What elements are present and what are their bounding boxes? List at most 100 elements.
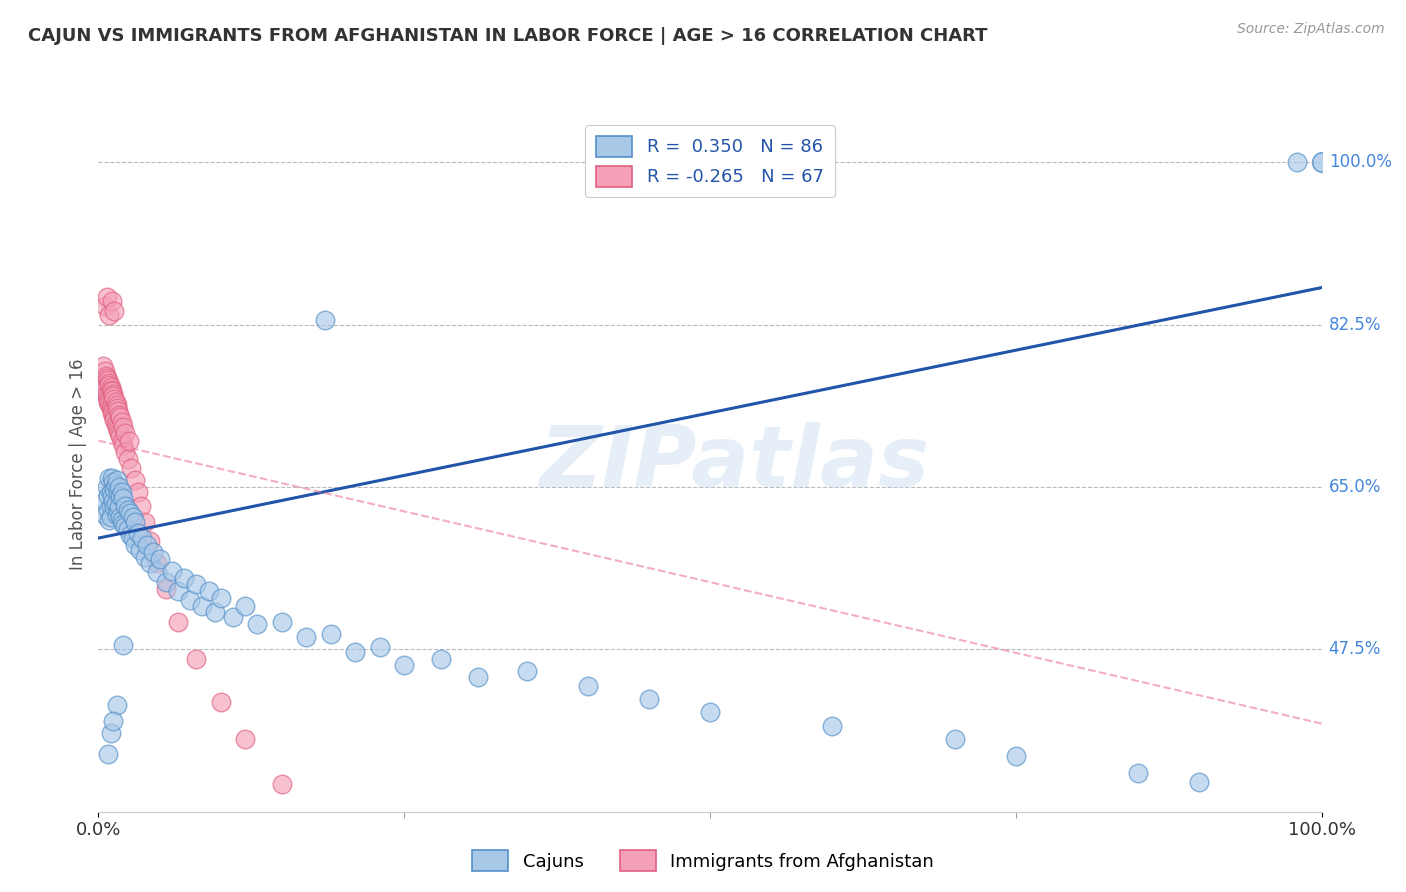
Point	[111, 415, 134, 429]
Point	[270, 777, 294, 791]
Text: 65.0%: 65.0%	[1329, 478, 1381, 496]
Point	[1004, 749, 1026, 764]
Point	[167, 615, 190, 629]
Point	[110, 489, 132, 503]
Point	[100, 398, 122, 412]
Point	[101, 494, 124, 508]
Point	[107, 503, 129, 517]
Point	[117, 522, 139, 536]
Point	[139, 533, 162, 548]
Point	[270, 615, 294, 629]
Point	[222, 610, 245, 624]
Point	[101, 471, 124, 485]
Point	[96, 389, 118, 403]
Point	[101, 387, 124, 401]
Point	[101, 475, 124, 490]
Point	[111, 491, 134, 505]
Point	[98, 378, 121, 392]
Point	[93, 494, 115, 508]
Point	[111, 512, 134, 526]
Point	[127, 526, 149, 541]
Point	[107, 484, 129, 499]
Point	[191, 599, 214, 613]
Point	[117, 452, 139, 467]
Point	[111, 438, 134, 452]
Point	[103, 303, 125, 318]
Point	[1128, 765, 1150, 780]
Point	[124, 516, 146, 530]
Point	[93, 383, 115, 397]
Text: 100.0%: 100.0%	[1329, 153, 1392, 171]
Point	[186, 577, 208, 591]
Point	[155, 574, 177, 589]
Point	[91, 378, 114, 392]
Point	[105, 419, 128, 434]
Point	[308, 815, 330, 830]
Point	[114, 499, 136, 513]
Point	[105, 398, 128, 412]
Point	[209, 591, 232, 606]
Point	[146, 566, 169, 580]
Point	[101, 714, 124, 728]
Point	[97, 503, 120, 517]
Point	[368, 640, 391, 654]
Point	[97, 392, 120, 406]
Point	[98, 376, 121, 391]
Text: CAJUN VS IMMIGRANTS FROM AFGHANISTAN IN LABOR FORCE | AGE > 16 CORRELATION CHART: CAJUN VS IMMIGRANTS FROM AFGHANISTAN IN …	[28, 27, 987, 45]
Point	[98, 471, 121, 485]
Point	[103, 410, 125, 425]
Text: 82.5%: 82.5%	[1329, 316, 1381, 334]
Point	[108, 426, 131, 441]
Point	[149, 552, 172, 566]
Point	[129, 499, 152, 513]
Point	[233, 732, 256, 747]
Point	[146, 556, 169, 570]
Text: ZIPatlas: ZIPatlas	[540, 422, 929, 506]
Point	[121, 509, 143, 524]
Point	[103, 500, 125, 515]
Point	[110, 509, 132, 524]
Point	[120, 461, 142, 475]
Point	[120, 528, 142, 542]
Point	[93, 508, 115, 522]
Point	[111, 434, 134, 448]
Point	[94, 387, 117, 401]
Point	[108, 408, 131, 422]
Point	[97, 489, 120, 503]
Point	[139, 556, 162, 570]
Point	[1310, 155, 1333, 169]
Point	[101, 389, 124, 403]
Point	[103, 413, 125, 427]
Point	[97, 373, 120, 387]
Point	[131, 531, 153, 545]
Point	[392, 658, 416, 673]
Point	[121, 531, 143, 545]
Point	[110, 429, 132, 443]
Point	[105, 698, 128, 712]
Point	[204, 605, 226, 619]
Point	[160, 564, 183, 578]
Point	[98, 512, 121, 526]
Point	[100, 383, 122, 397]
Point	[107, 404, 129, 418]
Point	[96, 290, 118, 304]
Point	[105, 508, 128, 522]
Point	[111, 517, 134, 532]
Point	[1286, 155, 1309, 169]
Point	[111, 484, 134, 499]
Point	[98, 396, 121, 410]
Point	[117, 503, 139, 517]
Point	[104, 394, 127, 409]
Point	[91, 359, 114, 374]
Point	[101, 384, 124, 399]
Point	[98, 309, 121, 323]
Point	[101, 403, 124, 417]
Point	[136, 537, 159, 551]
Text: 47.5%: 47.5%	[1329, 640, 1381, 658]
Point	[430, 651, 453, 665]
Point	[114, 519, 136, 533]
Point	[101, 406, 124, 420]
Point	[167, 583, 190, 598]
Point	[127, 484, 149, 499]
Point	[97, 394, 120, 409]
